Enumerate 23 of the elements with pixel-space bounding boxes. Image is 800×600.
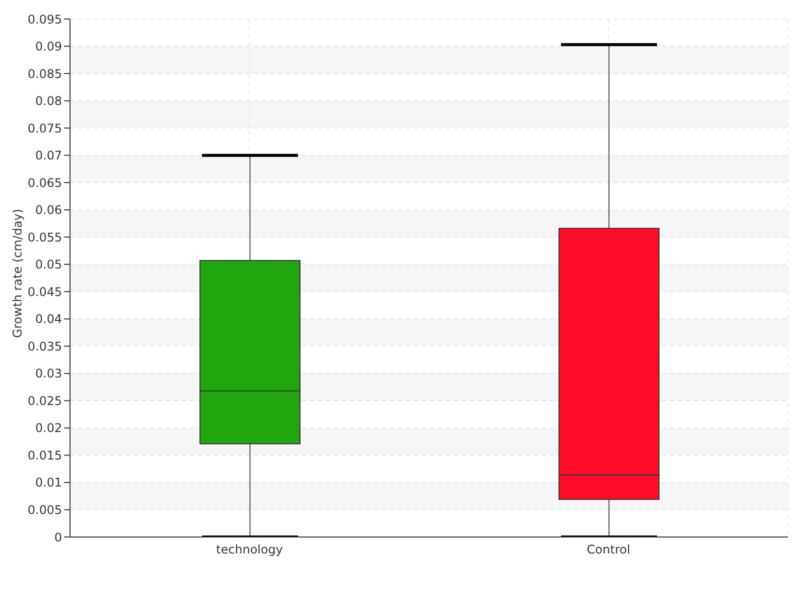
y-tick-label: 0.055 [28, 230, 62, 244]
y-tick-label: 0.04 [35, 312, 62, 326]
y-tick-label: 0.08 [35, 94, 62, 108]
x-tick-label: Control [586, 542, 630, 557]
y-tick-label: 0.065 [28, 176, 62, 190]
y-tick-label: 0.005 [28, 502, 62, 517]
y-tick-label: 0.01 [35, 476, 62, 490]
y-tick-label: 0.06 [35, 203, 62, 218]
y-tick-label: 0.02 [35, 421, 62, 436]
y-tick-label: 0.025 [28, 394, 62, 408]
x-tick-label: technology [216, 542, 283, 557]
y-tick-label: 0 [54, 530, 62, 544]
y-tick-label: 0.075 [28, 121, 62, 136]
y-tick-label: 0.085 [28, 66, 62, 81]
y-tick-label: 0.015 [28, 448, 62, 462]
y-tick-label: 0.035 [28, 339, 62, 354]
y-tick-label: 0.05 [35, 258, 62, 272]
y-tick-label: 0.09 [35, 40, 62, 54]
y-axis-title: Growth rate (cm/day) [10, 208, 24, 338]
y-tick-label: 0.095 [28, 12, 62, 26]
y-tick-label: 0.045 [28, 284, 62, 299]
y-tick-label: 0.07 [35, 148, 62, 163]
y-tick-label: 0.03 [35, 366, 62, 381]
